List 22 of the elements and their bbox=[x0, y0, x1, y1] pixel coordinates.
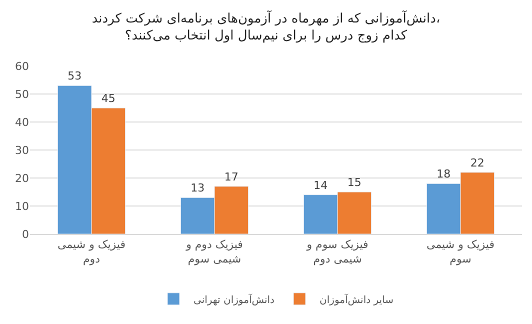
data-label: 15 bbox=[347, 176, 362, 189]
x-tick-label: فیزیک دوم و شیمی سوم bbox=[185, 238, 243, 266]
chart-title: دانش‌آموزانی که از مهرماه در آزمون‌های برنامه‌ای شرکت کردند، کدام زوج درس را برای نیم‌سال اول انتخاب می‌کنند؟ bbox=[92, 10, 440, 44]
y-tick-label: 10 bbox=[15, 200, 29, 213]
y-tick-label: 20 bbox=[15, 172, 29, 185]
data-label: 45 bbox=[101, 92, 116, 105]
y-tick-label: 60 bbox=[15, 60, 29, 73]
data-label: 53 bbox=[68, 70, 82, 83]
data-label: 18 bbox=[436, 168, 451, 181]
legend-label: سایر دانش‌آموزان bbox=[320, 292, 394, 306]
x-tick-label: فیزیک و شیمی دوم bbox=[58, 238, 126, 266]
data-label: 14 bbox=[314, 178, 328, 192]
y-tick-label: 30 bbox=[15, 144, 29, 157]
data-label: 22 bbox=[470, 156, 484, 170]
data-label: 13 bbox=[190, 182, 205, 195]
legend-label: دانش‌آموزان تهرانی bbox=[194, 292, 275, 306]
y-tick-label: 40 bbox=[15, 116, 29, 129]
data-label: 17 bbox=[224, 170, 238, 184]
y-tick-label: 50 bbox=[15, 88, 29, 101]
x-tick-label: فیزیک سوم و شیمی دوم bbox=[306, 238, 368, 266]
y-tick-label: 0 bbox=[22, 228, 29, 241]
x-tick-label: فیزیک و شیمی سوم bbox=[426, 238, 494, 266]
